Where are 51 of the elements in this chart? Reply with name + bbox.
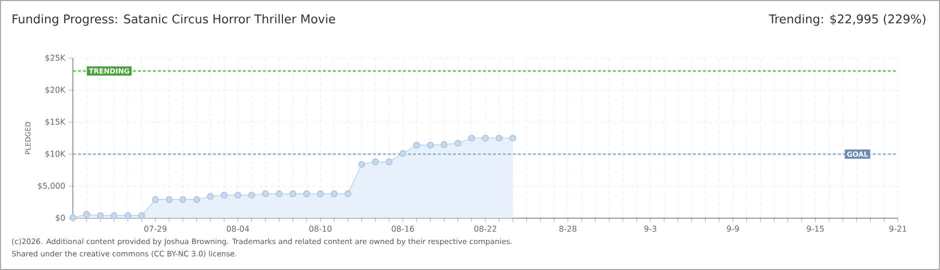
point	[454, 140, 462, 147]
y-tick-label: $5,000	[38, 182, 65, 190]
point	[124, 212, 132, 219]
point	[193, 196, 200, 203]
point	[166, 196, 173, 203]
y-tick-label: $10K	[46, 150, 66, 158]
point	[220, 192, 228, 199]
y-tick-label: $0	[56, 214, 65, 222]
x-tick-label: 07-29	[144, 226, 166, 232]
x-tick-label: 9-9	[726, 226, 739, 232]
point	[330, 190, 338, 198]
point	[262, 190, 269, 198]
point	[344, 190, 352, 198]
point	[426, 142, 434, 149]
point	[303, 190, 310, 198]
x-tick-label: 9-21	[889, 226, 906, 232]
y-tick-label: $20K	[46, 86, 66, 94]
point	[372, 158, 379, 166]
point	[138, 212, 146, 219]
chart-subtitle: Trending: $22,995 (229%)	[768, 14, 926, 26]
point	[96, 212, 104, 219]
point	[468, 134, 476, 142]
point	[399, 150, 406, 157]
x-tick-label: 08-04	[226, 226, 250, 232]
chart-title: Funding Progress: Satanic Circus Horror Thriller Movie	[12, 14, 336, 26]
x-tick-label: 9-3	[644, 226, 656, 232]
point	[152, 196, 159, 203]
point	[179, 196, 186, 203]
x-tick-label: 9-15	[806, 226, 824, 232]
point	[316, 190, 324, 198]
point	[413, 142, 420, 149]
x-tick-label: 08-10	[309, 226, 332, 232]
point	[386, 158, 393, 166]
x-tick-label: 08-22	[474, 226, 496, 232]
x-tick-label: 08-16	[392, 226, 414, 232]
point	[248, 192, 256, 199]
point	[110, 212, 118, 219]
point	[69, 214, 76, 221]
point	[496, 134, 503, 142]
point	[509, 134, 516, 142]
point	[440, 141, 448, 148]
x-tick-label: 8-28	[559, 226, 576, 232]
point	[234, 192, 242, 199]
point	[206, 192, 214, 200]
point	[358, 160, 366, 168]
point	[289, 190, 296, 198]
y-tick-label: $25K	[46, 54, 66, 62]
point	[276, 190, 283, 198]
y-tick-label: $15K	[46, 118, 66, 126]
point	[482, 134, 489, 142]
point	[83, 210, 90, 218]
